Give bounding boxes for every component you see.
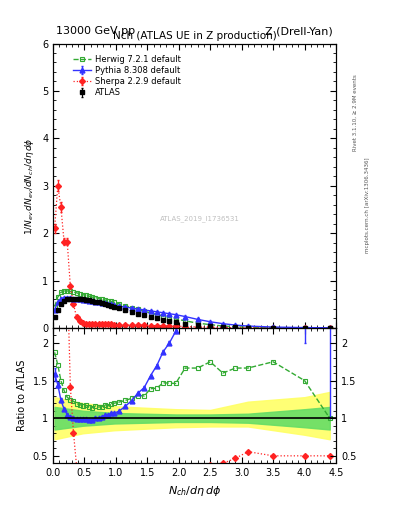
Herwig 7.2.1 default xyxy=(161,313,165,319)
Herwig 7.2.1 default xyxy=(87,293,92,299)
Herwig 7.2.1 default xyxy=(123,303,128,309)
Herwig 7.2.1 default xyxy=(103,297,107,303)
Herwig 7.2.1 default xyxy=(302,325,307,331)
Text: Rivet 3.1.10, ≥ 2.9M events: Rivet 3.1.10, ≥ 2.9M events xyxy=(353,74,358,151)
Herwig 7.2.1 default xyxy=(246,324,250,330)
Herwig 7.2.1 default xyxy=(106,298,110,304)
Herwig 7.2.1 default xyxy=(81,292,85,298)
Herwig 7.2.1 default xyxy=(93,294,98,301)
Text: Z (Drell-Yan): Z (Drell-Yan) xyxy=(265,27,333,36)
Herwig 7.2.1 default xyxy=(220,323,225,329)
Herwig 7.2.1 default xyxy=(142,308,147,314)
Herwig 7.2.1 default xyxy=(71,289,76,295)
Herwig 7.2.1 default xyxy=(183,318,187,324)
Herwig 7.2.1 default xyxy=(129,305,134,311)
Herwig 7.2.1 default xyxy=(233,324,238,330)
X-axis label: $N_{ch}/d\eta\,d\phi$: $N_{ch}/d\eta\,d\phi$ xyxy=(168,484,221,498)
Herwig 7.2.1 default xyxy=(173,316,178,322)
Herwig 7.2.1 default xyxy=(52,304,57,310)
Text: mcplots.cern.ch [arXiv:1306.3436]: mcplots.cern.ch [arXiv:1306.3436] xyxy=(365,157,370,252)
Herwig 7.2.1 default xyxy=(65,288,70,294)
Herwig 7.2.1 default xyxy=(208,322,213,328)
Herwig 7.2.1 default xyxy=(74,290,79,296)
Herwig 7.2.1 default xyxy=(62,288,66,294)
Herwig 7.2.1 default xyxy=(68,288,73,294)
Herwig 7.2.1 default xyxy=(59,289,63,295)
Title: Nch (ATLAS UE in Z production): Nch (ATLAS UE in Z production) xyxy=(113,31,276,41)
Herwig 7.2.1 default xyxy=(148,310,153,316)
Herwig 7.2.1 default xyxy=(154,312,159,318)
Herwig 7.2.1 default xyxy=(117,301,121,307)
Herwig 7.2.1 default xyxy=(96,295,101,302)
Y-axis label: $1/N_{ev}\,dN_{ev}/dN_{ch}/d\eta\,d\phi$: $1/N_{ev}\,dN_{ev}/dN_{ch}/d\eta\,d\phi$ xyxy=(24,137,37,234)
Text: ATLAS_2019_I1736531: ATLAS_2019_I1736531 xyxy=(160,215,240,222)
Herwig 7.2.1 default xyxy=(90,294,95,300)
Herwig 7.2.1 default xyxy=(195,320,200,326)
Herwig 7.2.1 default xyxy=(271,325,275,331)
Herwig 7.2.1 default xyxy=(99,296,104,303)
Herwig 7.2.1 default xyxy=(109,298,114,305)
Herwig 7.2.1 default xyxy=(77,291,82,297)
Herwig 7.2.1 default xyxy=(136,306,140,312)
Herwig 7.2.1 default xyxy=(55,294,60,300)
Herwig 7.2.1 default xyxy=(84,292,88,298)
Herwig 7.2.1 default xyxy=(112,299,117,305)
Y-axis label: Ratio to ATLAS: Ratio to ATLAS xyxy=(17,360,27,431)
Text: 13000 GeV pp: 13000 GeV pp xyxy=(56,27,135,36)
Line: Herwig 7.2.1 default: Herwig 7.2.1 default xyxy=(52,289,332,330)
Legend: Herwig 7.2.1 default, Pythia 8.308 default, Sherpa 2.2.9 default, ATLAS: Herwig 7.2.1 default, Pythia 8.308 defau… xyxy=(72,53,182,99)
Herwig 7.2.1 default xyxy=(167,314,172,321)
Herwig 7.2.1 default xyxy=(327,325,332,331)
